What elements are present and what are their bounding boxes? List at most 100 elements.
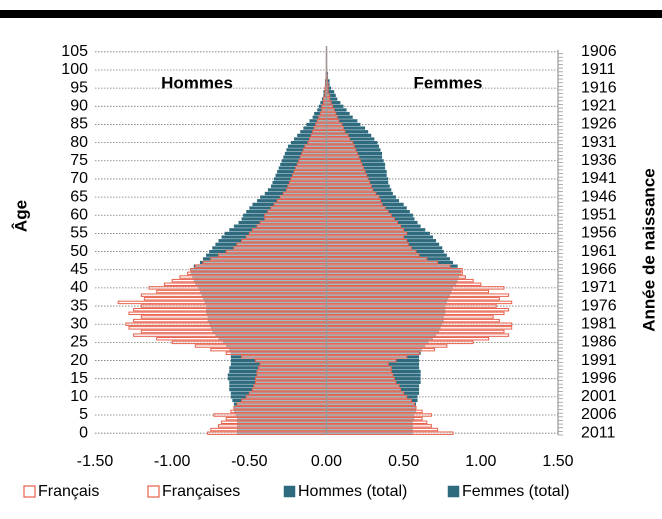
bar [326, 86, 332, 90]
bar [326, 322, 513, 326]
bar [270, 206, 328, 210]
bar [326, 173, 368, 178]
legend-label: Français [38, 483, 99, 500]
bar [326, 351, 420, 355]
bar [326, 337, 490, 341]
y2-tick-label: 1971 [581, 279, 617, 296]
y2-axis-title: Année de naissance [639, 168, 658, 331]
bar [326, 235, 405, 239]
y2-tick-label: 1916 [581, 79, 617, 96]
bar [326, 111, 350, 116]
y2-tick-label: 1976 [581, 297, 617, 314]
bar [326, 119, 358, 123]
y-tick-label: 95 [70, 79, 88, 96]
y2-tick-label: 1911 [581, 61, 616, 78]
bar [213, 413, 327, 417]
bar [326, 166, 365, 170]
bar [316, 119, 327, 123]
bar [326, 275, 466, 279]
bar [326, 344, 448, 348]
bar [245, 395, 328, 399]
y2-tick-label: 1931 [581, 134, 617, 151]
bar [326, 191, 377, 196]
bar [326, 97, 338, 101]
bar [313, 126, 327, 130]
bar [207, 431, 327, 435]
bar [245, 235, 328, 239]
bar [298, 159, 328, 163]
bar [326, 93, 336, 98]
bar [256, 369, 327, 374]
bar [194, 344, 327, 348]
y-tick-label: 60 [70, 206, 88, 223]
legend-swatch [283, 485, 296, 498]
bar [326, 115, 353, 119]
x-tick-label: 0.00 [311, 453, 342, 470]
bar [210, 347, 327, 352]
bar [326, 326, 513, 330]
y-tick-label: 75 [70, 152, 88, 169]
y2-tick-label: 1956 [581, 225, 617, 242]
bar [326, 391, 405, 395]
bar [326, 133, 349, 138]
y2-tick-label: 2006 [581, 406, 617, 423]
y2-tick-label: 1951 [581, 206, 617, 223]
bar [326, 209, 389, 214]
y-tick-label: 0 [79, 424, 88, 441]
bar [259, 362, 327, 366]
bar [210, 257, 327, 261]
bar [225, 351, 327, 355]
bar [326, 264, 451, 268]
bar [194, 264, 327, 268]
bar [133, 318, 327, 323]
bar [312, 130, 327, 134]
x-tick-label: -1.50 [77, 453, 114, 470]
bar [326, 151, 358, 156]
y-tick-label: 80 [70, 134, 88, 151]
bar [326, 108, 335, 112]
bar [326, 300, 513, 305]
bar [326, 340, 474, 345]
bar [326, 130, 346, 134]
bar [171, 278, 327, 283]
y2-tick-label: 1986 [581, 334, 617, 351]
bar [326, 402, 415, 406]
bar [241, 238, 327, 243]
y2-tick-label: 1906 [581, 43, 617, 60]
y2-tick-label: 1996 [581, 370, 617, 387]
bar [326, 213, 392, 217]
bar [217, 424, 327, 428]
bar [326, 304, 497, 308]
bar [287, 184, 327, 188]
bar [128, 311, 327, 316]
bar [140, 329, 327, 334]
y2-tick-label: 1991 [581, 352, 617, 369]
x-tick-label: 1.50 [542, 453, 573, 470]
legend-label: Hommes (total) [298, 483, 407, 500]
y-tick-label: 40 [70, 279, 88, 296]
y2-tick-label: 1936 [581, 152, 617, 169]
bar [326, 278, 474, 283]
bar [273, 202, 328, 207]
bar [326, 177, 369, 181]
bar [326, 398, 412, 403]
y2-tick-label: 1966 [581, 261, 617, 278]
bar [276, 199, 328, 203]
bar [256, 373, 327, 377]
bar [187, 271, 327, 276]
bar [326, 369, 392, 374]
bar [326, 159, 361, 163]
bar [326, 424, 432, 428]
bar [217, 253, 327, 257]
bar [307, 140, 328, 145]
bar [255, 376, 327, 381]
bar [326, 184, 372, 188]
bar [326, 126, 366, 130]
bar [310, 133, 328, 138]
legend-swatch [147, 485, 160, 498]
bar [241, 398, 327, 403]
bar [233, 406, 327, 410]
bar [117, 300, 328, 305]
bar [326, 286, 505, 290]
